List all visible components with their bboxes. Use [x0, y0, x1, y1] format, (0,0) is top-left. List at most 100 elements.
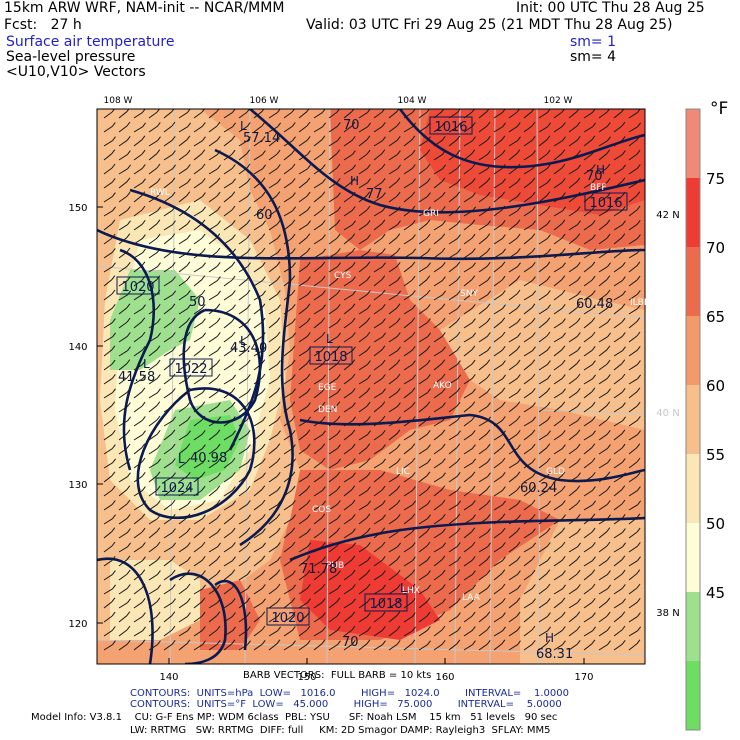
wind-barb-flag	[187, 500, 192, 506]
wind-barb-shaft	[163, 546, 173, 553]
wind-barb-shaft	[373, 125, 383, 133]
wind-barb-flag	[576, 555, 581, 561]
wind-barb-flag	[426, 611, 431, 617]
wind-barb-shaft	[358, 167, 368, 175]
wind-barb-shaft	[253, 181, 263, 189]
wind-barb-shaft	[328, 336, 338, 343]
wind-barb-flag	[261, 150, 266, 155]
wind-barb-shaft	[433, 224, 443, 231]
wind-barb-shaft	[118, 363, 128, 371]
wind-barb-shaft	[373, 111, 383, 119]
wind-barb-shaft	[448, 378, 458, 385]
wind-barb-flag	[322, 556, 326, 562]
wind-barb-shaft	[598, 377, 608, 385]
wind-barb-flag	[591, 164, 596, 169]
wind-barb-flag	[156, 178, 161, 183]
wind-barb-flag	[382, 388, 386, 394]
wind-barb-flag	[516, 527, 521, 533]
pressure-center: H	[545, 631, 554, 645]
wind-barb-shaft	[478, 573, 488, 581]
wind-barb-shaft	[208, 615, 218, 623]
wind-barb-flag	[546, 275, 551, 281]
wind-barb-flag	[366, 471, 371, 477]
wind-barb-flag	[546, 401, 551, 407]
wind-barb-shaft	[328, 392, 338, 399]
wind-barb-shaft	[163, 377, 173, 385]
wind-barb-flag	[411, 387, 416, 393]
wind-barb-shaft	[328, 167, 338, 175]
wind-barb-flag	[606, 555, 611, 561]
wind-barb-shaft	[343, 602, 353, 609]
wind-barb-shaft	[118, 251, 128, 259]
wind-barb-flag	[246, 570, 251, 575]
wind-barb-shaft	[553, 140, 563, 147]
wind-barb-flag	[276, 457, 281, 463]
wind-barb-flag	[411, 457, 416, 463]
wind-barb-flag	[111, 500, 116, 505]
wind-barb-shaft	[493, 601, 503, 609]
wind-barb-flag	[306, 317, 311, 323]
wind-barb-flag	[532, 276, 536, 281]
wind-barb-shaft	[343, 168, 353, 175]
wind-barb-flag	[216, 499, 221, 505]
wind-barb-shaft	[103, 475, 113, 483]
wind-barb-flag	[621, 233, 626, 238]
wind-barb-flag	[502, 430, 506, 436]
wind-barb-flag	[532, 402, 536, 407]
wind-barb-shaft	[328, 210, 338, 217]
wind-barb-flag	[516, 248, 521, 253]
wind-barb-flag	[591, 275, 596, 281]
wind-barb-flag	[621, 625, 626, 631]
wind-barb-flag	[306, 458, 311, 463]
wind-barb-shaft	[283, 111, 293, 119]
wind-barb-shaft	[163, 237, 173, 245]
wind-barb-shaft	[178, 545, 188, 553]
wind-barb-flag	[516, 345, 521, 351]
wind-barb-flag	[247, 458, 252, 464]
wind-barb-flag	[381, 471, 386, 477]
wind-barb-flag	[576, 429, 581, 435]
wind-barb-flag	[486, 429, 491, 435]
wind-barb-flag	[381, 597, 386, 603]
wind-barb-shaft	[178, 461, 188, 469]
wind-barb-flag	[577, 276, 581, 281]
wind-barb-shaft	[148, 574, 158, 581]
wind-barb-shaft	[508, 489, 518, 497]
wind-barb-flag	[532, 598, 536, 604]
wind-barb-flag	[486, 528, 491, 533]
wind-barb-flag	[457, 556, 461, 562]
wind-barb-flag	[261, 387, 266, 393]
wind-barb-shaft	[343, 181, 353, 189]
wind-barb-shaft	[613, 503, 623, 511]
wind-barb-flag	[352, 290, 357, 296]
wind-barb-flag	[366, 191, 371, 196]
wind-barb-shaft	[223, 112, 233, 119]
wind-barb-shaft	[103, 574, 113, 581]
wind-barb-shaft	[583, 475, 593, 483]
wind-barb-shaft	[628, 475, 638, 483]
wind-barb-flag	[471, 555, 476, 561]
wind-barb-shaft	[118, 224, 128, 231]
wind-barb-flag	[217, 290, 222, 296]
wind-barb-flag	[411, 345, 416, 351]
wind-barb-flag	[246, 429, 251, 435]
wind-barb-shaft	[313, 490, 323, 497]
wind-barb-flag	[381, 275, 386, 281]
wind-barb-flag	[546, 569, 551, 575]
wind-barb-flag	[142, 556, 146, 562]
wind-barb-shaft	[538, 349, 548, 357]
wind-barb-flag	[171, 261, 176, 267]
wind-barb-shaft	[388, 377, 398, 385]
wind-barb-shaft	[358, 209, 368, 217]
wind-barb-shaft	[583, 643, 593, 651]
wind-barb-flag	[607, 444, 611, 449]
wind-barb-flag	[592, 122, 596, 128]
wind-barb-shaft	[553, 125, 563, 133]
wind-barb-flag	[232, 430, 236, 436]
wind-barb-flag	[441, 150, 446, 155]
wind-barb-flag	[381, 345, 386, 351]
wind-barb-shaft	[268, 209, 278, 217]
wind-barb-flag	[502, 626, 507, 632]
wind-barb-flag	[336, 444, 341, 449]
wind-barb-flag	[606, 429, 611, 435]
